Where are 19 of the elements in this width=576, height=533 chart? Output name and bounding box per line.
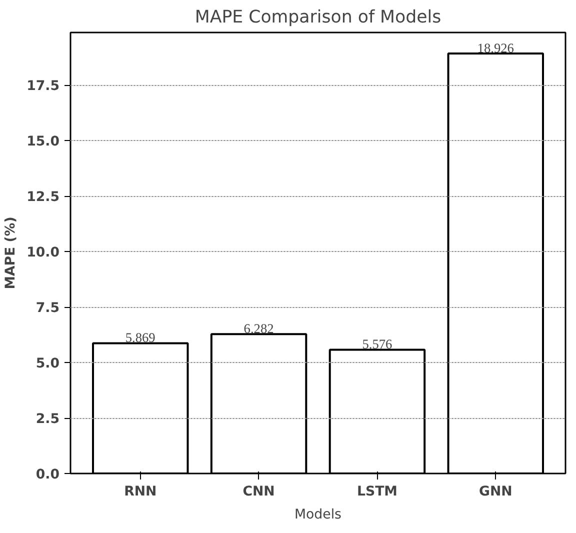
y-tick-label: 17.5: [26, 79, 60, 94]
y-tick-label: 5.0: [36, 356, 60, 372]
x-tick-label: LSTM: [356, 484, 398, 500]
y-tick-label: 2.5: [36, 412, 60, 428]
data-label: 6.282: [244, 321, 274, 336]
x-tick-label: CNN: [242, 484, 275, 500]
y-axis-title: MAPE (%): [4, 216, 19, 290]
y-tick-label: 0.0: [36, 468, 60, 482]
data-label: 5.576: [362, 336, 393, 352]
chart-title: MAPE Comparison of Models: [194, 8, 442, 28]
y-tick-label: 12.5: [26, 190, 60, 206]
y-tick-label: 10.0: [26, 246, 60, 261]
y-tick-label: 15.0: [26, 134, 60, 150]
x-tick-label: RNN: [124, 484, 157, 500]
x-tick-label: GNN: [479, 484, 512, 500]
data-label: 18.926: [477, 40, 514, 56]
x-axis-title: Models: [294, 508, 342, 522]
y-tick-label: 7.5: [36, 301, 60, 316]
data-label: 5.869: [125, 330, 156, 346]
